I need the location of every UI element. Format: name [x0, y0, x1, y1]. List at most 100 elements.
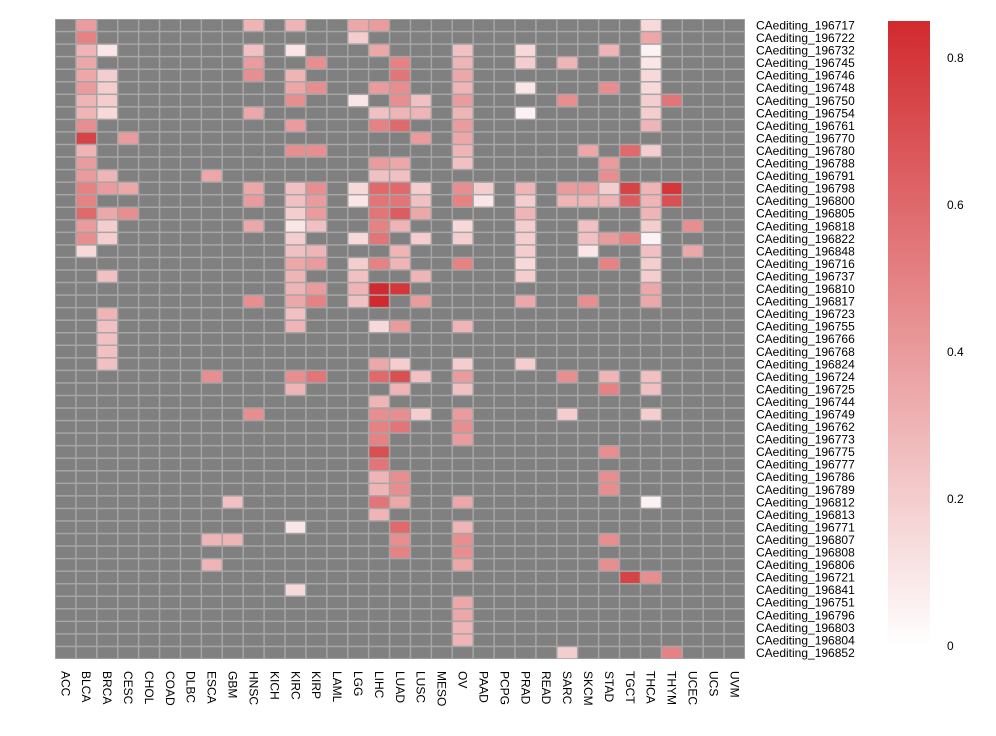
column-label: PCPG: [497, 671, 511, 705]
heatmap-cell: [703, 270, 724, 282]
heatmap-cell: [453, 333, 473, 345]
heatmap-cell: [557, 157, 577, 169]
heatmap-cell: [348, 320, 368, 332]
heatmap-cell: [515, 308, 536, 320]
heatmap-cell: [683, 346, 703, 358]
heatmap-cell: [494, 421, 515, 433]
heatmap-cell: [620, 132, 640, 144]
heatmap-cell: [76, 207, 97, 220]
heatmap-cell: [327, 358, 347, 370]
heatmap-cell: [599, 320, 619, 332]
heatmap-cell: [536, 484, 557, 496]
heatmap-cell: [160, 571, 180, 583]
heatmap-cell: [327, 546, 347, 558]
heatmap-cell: [97, 433, 117, 445]
heatmap-cell: [285, 220, 306, 232]
heatmap-cell: [118, 258, 138, 270]
heatmap-cell: [264, 597, 285, 609]
heatmap-cell: [285, 295, 306, 307]
heatmap-cell: [641, 622, 661, 634]
heatmap-cell: [494, 371, 515, 383]
heatmap-cell: [641, 220, 661, 232]
heatmap-cell: [139, 609, 159, 621]
heatmap-cell: [724, 69, 745, 81]
heatmap-cell: [473, 44, 494, 56]
heatmap-cell: [369, 383, 389, 395]
heatmap-cell: [536, 408, 557, 420]
heatmap-cell: [683, 170, 703, 182]
heatmap-cell: [118, 283, 138, 295]
heatmap-cell: [181, 496, 201, 508]
heatmap-cell: [641, 446, 661, 458]
heatmap-cell: [432, 597, 452, 609]
heatmap-cell: [536, 647, 557, 659]
heatmap-cell: [411, 32, 431, 44]
heatmap-cell: [181, 132, 201, 144]
heatmap-cell: [724, 559, 745, 571]
heatmap-cell: [641, 170, 661, 182]
heatmap-cell: [160, 270, 180, 282]
heatmap-cell: [369, 19, 389, 31]
heatmap-cell: [411, 571, 431, 583]
column-label: KICH: [267, 671, 281, 700]
heatmap-cell: [724, 546, 745, 558]
heatmap-cell: [76, 283, 97, 295]
heatmap-cell: [202, 509, 222, 521]
heatmap-cell: [348, 32, 368, 44]
heatmap-cell: [703, 509, 724, 521]
heatmap-cell: [641, 458, 661, 471]
heatmap-cell: [348, 69, 368, 81]
heatmap-cell: [620, 647, 640, 659]
heatmap-cell: [243, 446, 264, 458]
row-label: CAediting_196852: [756, 646, 855, 660]
heatmap-cell: [473, 308, 494, 320]
heatmap-cell: [327, 647, 347, 659]
heatmap-cell: [327, 195, 347, 207]
heatmap-cell: [494, 333, 515, 345]
heatmap-cell: [620, 270, 640, 282]
heatmap-cell: [578, 207, 598, 220]
heatmap-cell: [473, 207, 494, 220]
heatmap-cell: [620, 396, 640, 408]
heatmap-cell: [369, 145, 389, 157]
heatmap-cell: [557, 69, 577, 81]
heatmap-cell: [327, 245, 347, 257]
heatmap-cell: [306, 333, 327, 345]
heatmap-cell: [515, 333, 536, 345]
heatmap-cell: [578, 333, 598, 345]
heatmap-cell: [306, 609, 327, 621]
heatmap-cell: [181, 534, 201, 546]
heatmap-cell: [453, 170, 473, 182]
heatmap-cell: [181, 346, 201, 358]
heatmap-cell: [473, 421, 494, 433]
heatmap-cell: [223, 421, 243, 433]
heatmap-cell: [641, 44, 661, 56]
heatmap-cell: [494, 634, 515, 646]
heatmap-cell: [557, 346, 577, 358]
heatmap-cell: [390, 346, 410, 358]
heatmap-cell: [432, 207, 452, 220]
heatmap-cell: [578, 320, 598, 332]
heatmap-cell: [390, 484, 410, 496]
heatmap-cell: [432, 433, 452, 445]
heatmap-cell: [139, 44, 159, 56]
heatmap-cell: [390, 408, 410, 420]
heatmap-cell: [348, 157, 368, 169]
heatmap-cell: [578, 496, 598, 508]
heatmap-cell: [578, 484, 598, 496]
heatmap-cell: [97, 82, 117, 94]
heatmap-cell: [285, 69, 306, 81]
heatmap-cell: [411, 270, 431, 282]
heatmap-cell: [327, 95, 347, 107]
row-label: CAediting_196796: [756, 608, 855, 622]
heatmap-cell: [662, 145, 682, 157]
heatmap-cell: [223, 270, 243, 282]
heatmap-cell: [327, 170, 347, 182]
heatmap-cell: [473, 132, 494, 144]
heatmap-cell: [703, 446, 724, 458]
heatmap-cell: [348, 207, 368, 220]
heatmap-cell: [243, 634, 264, 646]
heatmap-cell: [557, 308, 577, 320]
heatmap-cell: [641, 408, 661, 420]
column-label: OV: [456, 671, 470, 688]
